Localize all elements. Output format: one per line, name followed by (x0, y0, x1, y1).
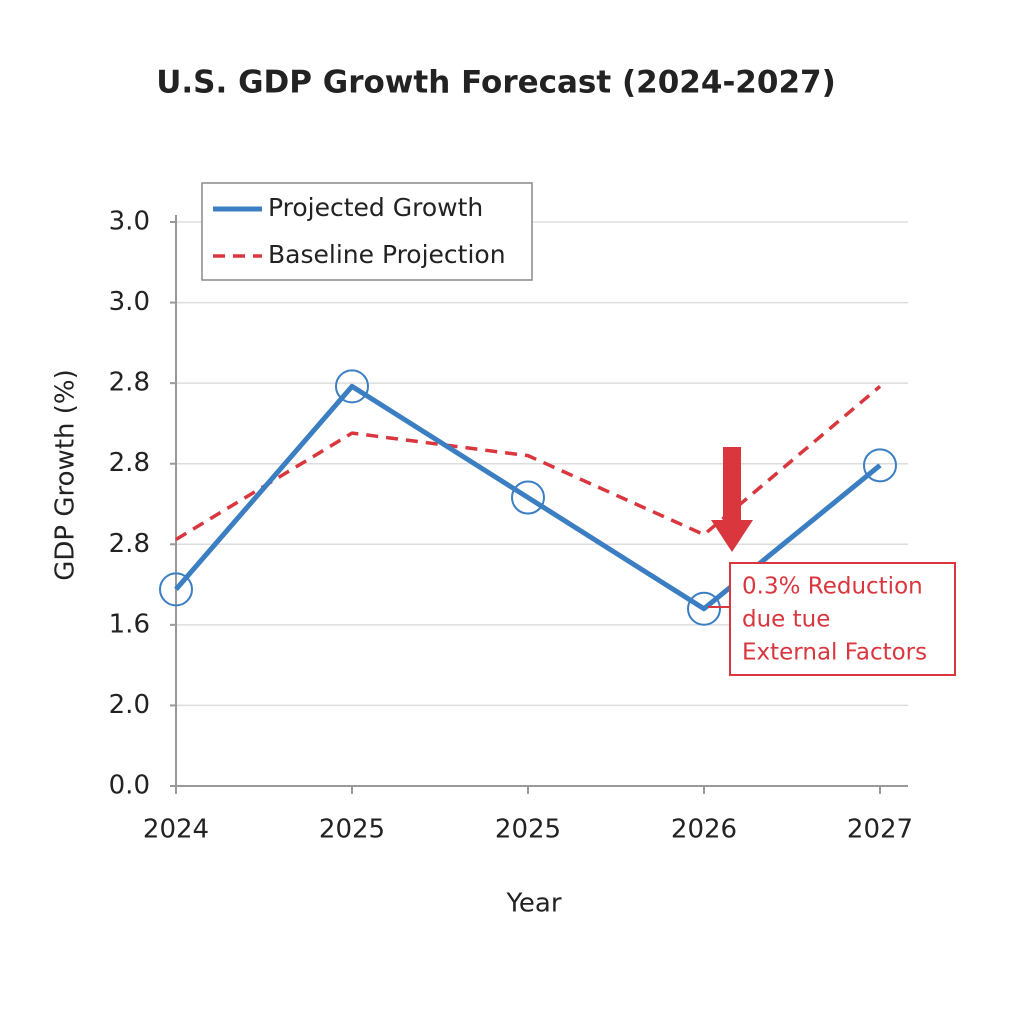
annotation-line: 0.3% Reduction (742, 574, 923, 600)
point-marker (687, 591, 721, 626)
y-tick-label: 1.6 (109, 609, 150, 639)
grid (170, 221, 908, 794)
point-marker (863, 448, 897, 483)
annotation-box (729, 562, 956, 676)
y-tick-label: 2.8 (109, 529, 150, 559)
x-tick-label: 2026 (671, 815, 737, 845)
plot-area (159, 369, 897, 626)
annotation-line: due tue (742, 607, 830, 633)
series-line (175, 385, 882, 541)
x-tick-label: 2027 (847, 815, 913, 845)
legend-entries: Projected Growth Baseline Projection (213, 193, 506, 269)
series-line (174, 383, 882, 612)
y-tick-label: 0.0 (109, 771, 150, 801)
legend (201, 182, 533, 281)
annotation-text: 0.3% Reduction due tue External Factors (742, 574, 927, 666)
y-tick-label: 2.8 (109, 368, 150, 398)
chart-title: U.S. GDP Growth Forecast (2024-2027) (156, 65, 836, 101)
x-tick-label: 2024 (143, 815, 209, 845)
annotation-line: External Factors (742, 640, 927, 666)
y-axis-label: GDP Growth (%) (51, 369, 81, 580)
point-marker (159, 572, 193, 607)
point-marker (511, 480, 545, 515)
point-marker (335, 369, 369, 404)
x-axis-label: Year (505, 889, 561, 919)
y-tick-label: 2.8 (109, 448, 150, 478)
annotation-arrow (711, 447, 753, 552)
y-tick-label: 3.0 (109, 207, 150, 237)
y-tick-label: 2.0 (109, 690, 150, 720)
x-tick-label: 2025 (319, 815, 385, 845)
x-tick-label: 2025 (495, 815, 561, 845)
legend-label: Baseline Projection (268, 240, 506, 269)
y-tick-label: 3.0 (109, 287, 150, 317)
legend-label: Projected Growth (268, 193, 483, 222)
